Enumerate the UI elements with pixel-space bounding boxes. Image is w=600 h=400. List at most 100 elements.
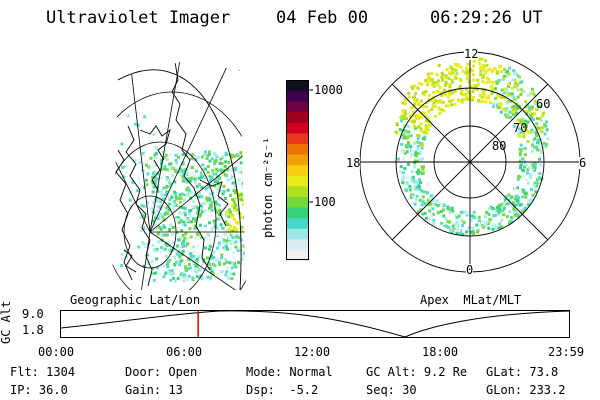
- emission-pixel: [423, 114, 427, 118]
- emission-pixel: [442, 88, 446, 92]
- emission-pixel: [410, 170, 414, 174]
- emission-pixel: [431, 104, 435, 108]
- emission-pixel: [162, 186, 166, 190]
- emission-pixel: [415, 188, 419, 192]
- emission-pixel: [190, 171, 194, 175]
- emission-pixel: [536, 138, 540, 142]
- emission-pixel: [521, 188, 525, 192]
- emission-pixel: [124, 170, 128, 174]
- emission-pixel: [434, 99, 438, 102]
- emission-pixel: [242, 202, 246, 206]
- info-glat: GLat: 73.8: [486, 365, 559, 379]
- emission-pixel: [235, 247, 239, 251]
- emission-pixel: [210, 269, 214, 273]
- emission-pixel: [139, 229, 143, 233]
- emission-pixel: [204, 268, 208, 271]
- emission-pixel: [458, 232, 462, 236]
- emission-pixel: [461, 232, 465, 236]
- emission-pixel: [531, 130, 535, 134]
- emission-pixel: [196, 206, 199, 210]
- emission-pixel: [511, 108, 515, 112]
- emission-pixel: [523, 165, 527, 169]
- emission-pixel: [519, 209, 523, 213]
- emission-pixel: [210, 254, 214, 258]
- emission-pixel: [176, 277, 180, 281]
- emission-pixel: [415, 98, 419, 102]
- emission-pixel: [235, 153, 239, 157]
- emission-pixel: [163, 226, 167, 229]
- emission-pixel: [187, 202, 190, 206]
- emission-pixel: [182, 172, 186, 176]
- emission-pixel: [415, 157, 419, 161]
- emission-pixel: [422, 90, 426, 94]
- emission-pixel: [234, 168, 238, 172]
- emission-pixel: [137, 176, 141, 180]
- info-seq: Seq: 30: [366, 383, 417, 397]
- emission-pixel: [489, 205, 493, 209]
- emission-pixel: [233, 208, 237, 212]
- emission-pixel: [502, 204, 506, 208]
- emission-pixel: [123, 248, 127, 252]
- emission-pixel: [465, 230, 468, 234]
- emission-pixel: [178, 255, 182, 259]
- emission-pixel: [437, 79, 440, 83]
- emission-pixel: [505, 70, 509, 74]
- emission-pixel: [463, 210, 467, 214]
- emission-pixel: [512, 104, 516, 108]
- emission-pixel: [517, 134, 520, 137]
- emission-pixel: [532, 166, 536, 170]
- emission-pixel: [533, 161, 537, 165]
- emission-pixel: [516, 179, 520, 183]
- emission-pixel: [178, 152, 182, 156]
- emission-pixel: [210, 189, 214, 193]
- emission-pixel: [226, 168, 230, 171]
- emission-pixel: [206, 170, 210, 174]
- emission-pixel: [232, 256, 236, 260]
- emission-pixel: [399, 151, 403, 154]
- emission-pixel: [131, 180, 135, 184]
- emission-pixel: [193, 268, 197, 272]
- emission-pixel: [426, 126, 430, 130]
- emission-pixel: [156, 217, 160, 221]
- emission-pixel: [436, 211, 440, 215]
- emission-pixel: [192, 254, 196, 258]
- emission-pixel: [476, 229, 480, 232]
- emission-pixel: [213, 151, 217, 155]
- emission-pixel: [415, 194, 419, 198]
- emission-pixel: [537, 143, 541, 147]
- emission-pixel: [120, 264, 124, 268]
- emission-pixel: [140, 204, 144, 208]
- emission-pixel: [196, 188, 200, 192]
- emission-pixel: [136, 123, 140, 127]
- emission-pixel: [426, 198, 430, 202]
- emission-pixel: [432, 91, 436, 95]
- emission-pixel: [191, 268, 195, 272]
- emission-pixel: [243, 251, 246, 255]
- emission-pixel: [435, 73, 439, 77]
- emission-pixel: [206, 164, 210, 168]
- emission-pixel: [507, 99, 510, 103]
- emission-pixel: [201, 163, 205, 167]
- emission-pixel: [546, 137, 550, 141]
- emission-pixel: [152, 200, 156, 204]
- emission-pixel: [172, 276, 176, 280]
- emission-pixel: [423, 93, 426, 97]
- mlt-label-0: 0: [466, 263, 474, 277]
- header-date: 04 Feb 00: [276, 8, 369, 28]
- emission-pixel: [425, 82, 429, 86]
- emission-pixel: [182, 217, 186, 221]
- emission-pixel: [141, 162, 145, 166]
- emission-pixel: [438, 99, 442, 103]
- emission-pixel: [538, 154, 542, 158]
- emission-pixel: [179, 172, 183, 176]
- emission-pixel: [457, 214, 461, 218]
- emission-pixel: [502, 213, 506, 217]
- emission-pixel: [485, 63, 489, 67]
- emission-pixel: [531, 193, 535, 197]
- color-scale-bar: [286, 80, 313, 261]
- emission-pixel: [476, 230, 480, 234]
- emission-pixel: [453, 63, 457, 66]
- emission-pixel: [177, 247, 181, 251]
- emission-pixel: [518, 203, 522, 207]
